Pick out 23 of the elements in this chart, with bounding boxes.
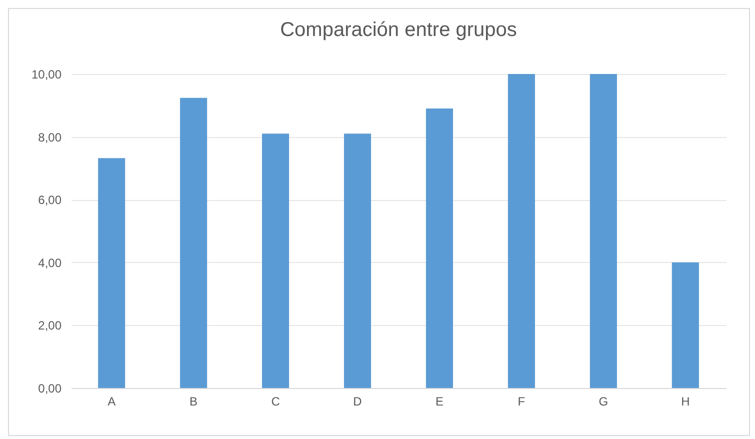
bar xyxy=(672,262,699,388)
x-tick-label: D xyxy=(353,394,362,408)
chart-title: Comparación entre grupos xyxy=(280,19,517,41)
x-tick-label: C xyxy=(271,394,280,408)
x-tick-label: F xyxy=(518,394,526,408)
bar xyxy=(98,158,126,388)
bar xyxy=(180,98,208,388)
bar xyxy=(344,134,372,388)
y-tick-label: 8,00 xyxy=(38,130,62,144)
x-tick-label: E xyxy=(435,394,444,408)
y-tick-label: 2,00 xyxy=(38,318,62,333)
y-tick-label: 4,00 xyxy=(38,256,62,270)
y-tick-label: 10,00 xyxy=(31,68,62,82)
bar xyxy=(508,74,535,388)
x-tick-label: H xyxy=(681,394,690,408)
y-tick-label: 0,00 xyxy=(38,382,62,396)
y-tick-label: 6,00 xyxy=(38,193,62,208)
bar xyxy=(262,134,290,388)
x-tick-label: G xyxy=(598,394,608,408)
x-tick-label: A xyxy=(108,394,116,408)
bar xyxy=(590,74,617,388)
x-tick-label: B xyxy=(190,394,198,408)
bar xyxy=(426,108,454,388)
